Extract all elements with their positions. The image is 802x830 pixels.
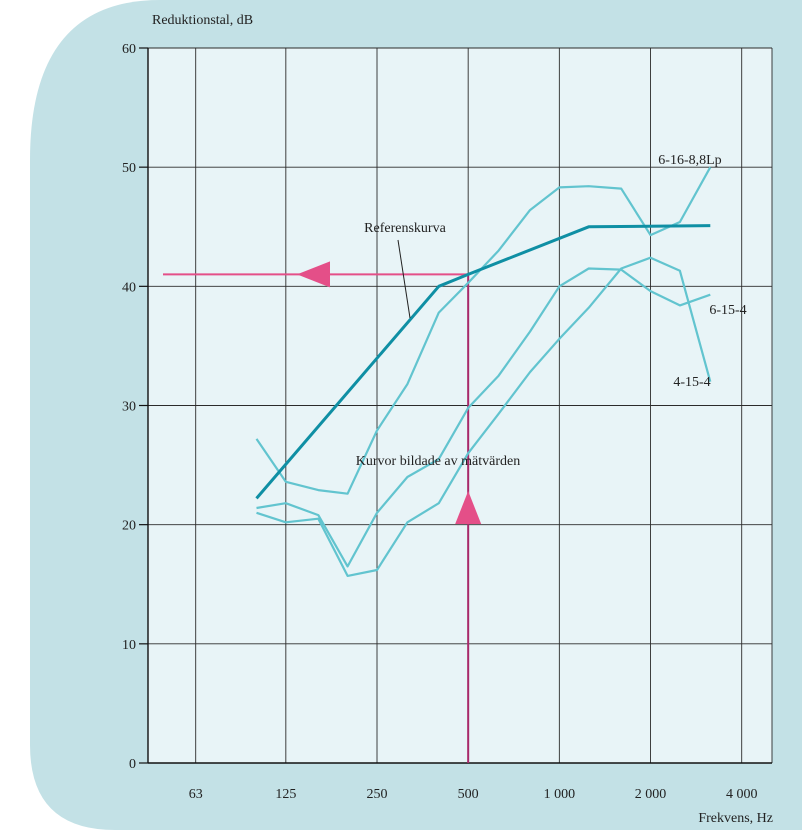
series-label-6-15-4: 6-15-4 — [709, 303, 746, 318]
annotations — [397, 239, 411, 319]
x-tick-label: 2 000 — [635, 787, 667, 802]
x-tick-label: 125 — [275, 787, 296, 802]
series-label-4-15-4: 4-15-4 — [673, 375, 710, 390]
reading-guides — [163, 261, 482, 763]
y-axis-label: Reduktionstal, dB — [152, 13, 253, 28]
reference-label-leader — [397, 239, 411, 319]
x-tick-label: 4 000 — [726, 787, 758, 802]
x-tick-label: 1 000 — [544, 787, 576, 802]
series-label-6-16-8-8lp: 6-16-8,8Lp — [658, 153, 721, 168]
tick-labels: 0 10 20 30 40 50 60 63 125 250 500 1 000 2 000 4 000 — [122, 42, 757, 802]
y-tick-label: 60 — [122, 42, 136, 57]
axes — [139, 47, 772, 764]
reference-curve-label: Referenskurva — [364, 221, 446, 236]
y-tick-label: 40 — [122, 280, 136, 295]
series-line-4-15-4 — [256, 256, 712, 578]
series — [255, 166, 712, 578]
y-tick-label: 0 — [129, 757, 136, 772]
y-tick-label: 10 — [122, 638, 136, 653]
reference-curve-line — [255, 224, 711, 500]
x-tick-label: 500 — [458, 787, 479, 802]
series-line-6-15-4 — [256, 267, 711, 568]
left-arrow-marker — [297, 261, 330, 288]
measured-curves-label: Kurvor bildade av mätvärden — [356, 454, 520, 469]
y-tick-label: 50 — [122, 161, 136, 176]
y-tick-label: 20 — [122, 519, 136, 534]
x-tick-label: 63 — [189, 787, 203, 802]
x-tick-label: 250 — [367, 787, 388, 802]
up-arrow-marker — [455, 491, 482, 524]
series-line-6-16-8-8lp — [255, 166, 712, 495]
x-axis-label: Frekvens, Hz — [698, 811, 773, 826]
y-tick-label: 30 — [122, 400, 136, 415]
